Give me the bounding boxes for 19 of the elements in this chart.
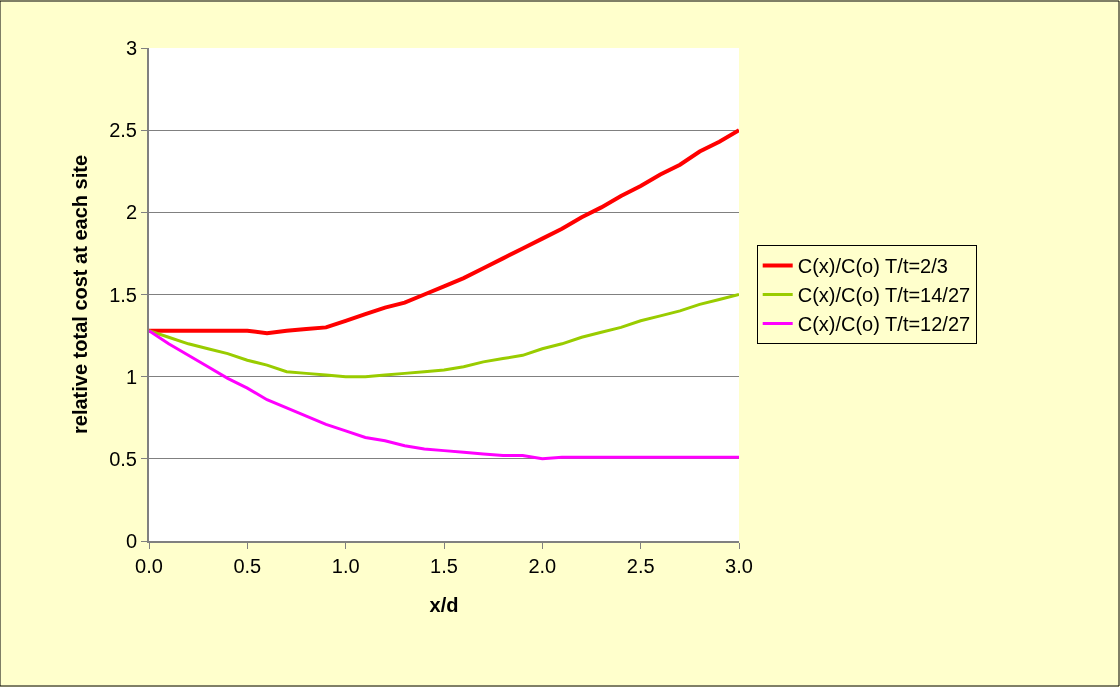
x-tick-label: 1.0 — [331, 555, 360, 577]
legend-label: C(x)/C(o) T/t=12/27 — [797, 313, 971, 336]
x-axis-title: x/d — [429, 594, 459, 616]
x-tick-label: 3.0 — [725, 555, 753, 577]
y-tick-label: 1 — [125, 365, 137, 388]
y-tick-label: 0.5 — [109, 447, 137, 470]
y-tick-label: 2 — [125, 201, 137, 224]
y-tick-label: 2.5 — [109, 119, 137, 142]
x-tick-label: 0.5 — [233, 555, 262, 577]
y-tick-label: 0 — [125, 530, 137, 552]
y-tick-label: 3 — [125, 37, 137, 59]
y-tick-label: 1.5 — [109, 283, 137, 306]
x-tick-label: 2.5 — [626, 555, 655, 577]
x-tick-label: 0.0 — [135, 555, 163, 577]
y-axis-title: relative total cost at each site — [69, 154, 92, 435]
x-tick-label: 1.5 — [430, 555, 458, 577]
legend-label: C(x)/C(o) T/t=14/27 — [797, 284, 971, 307]
x-tick-label: 2.0 — [528, 555, 557, 577]
legend-label: C(x)/C(o) T/t=2/3 — [797, 255, 948, 278]
